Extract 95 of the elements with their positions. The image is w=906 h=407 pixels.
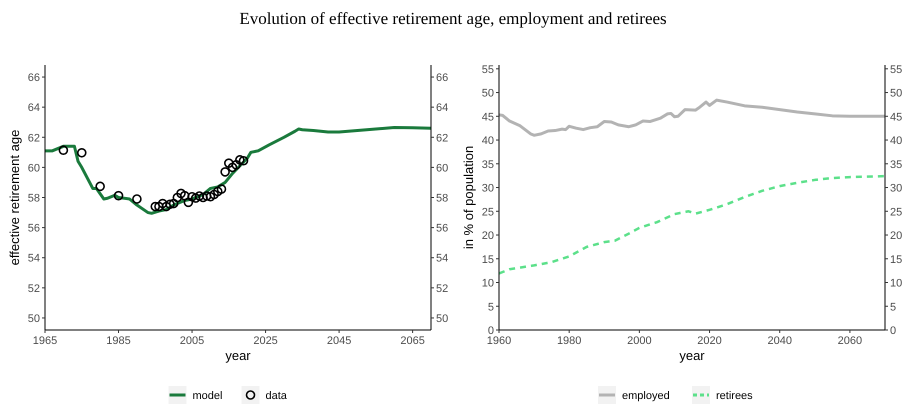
chart-title: Evolution of effective retirement age, employment and retirees <box>239 9 667 28</box>
y2-tick-label: 30 <box>890 182 902 195</box>
point <box>114 190 124 200</box>
y-axis-title: effective retirement age <box>7 130 22 266</box>
point <box>228 162 238 172</box>
x-tick-label: 2025 <box>253 335 278 347</box>
x-tick-label: 2065 <box>400 335 425 347</box>
y2-tick-label: 50 <box>890 88 902 100</box>
point <box>198 192 208 202</box>
y-tick-label: 58 <box>28 192 40 204</box>
y2-tick-label: 5 <box>890 301 896 314</box>
y2-tick-label: 45 <box>890 111 902 124</box>
point <box>162 202 172 212</box>
y-tick-label: 30 <box>482 182 494 195</box>
legend-label: model <box>192 390 222 402</box>
point <box>220 167 230 177</box>
y2-tick-label: 15 <box>890 254 902 266</box>
y2-tick-label: 58 <box>436 192 448 204</box>
point <box>176 188 186 198</box>
y-tick-label: 54 <box>28 252 40 265</box>
legend-label: data <box>266 390 288 402</box>
point <box>165 199 175 210</box>
y2-tick-label: 56 <box>436 222 448 235</box>
y-tick-label: 20 <box>482 230 494 242</box>
x-tick-label: 1965 <box>32 335 58 347</box>
x-tick-label: 2020 <box>697 335 722 347</box>
point <box>132 194 142 204</box>
x-axis-title: year <box>225 348 252 363</box>
point <box>95 182 105 192</box>
point <box>231 160 241 170</box>
x-tick-label: 2060 <box>838 335 862 347</box>
y-tick-label: 60 <box>28 162 40 174</box>
point <box>168 198 178 208</box>
point <box>212 186 223 196</box>
point <box>194 191 204 201</box>
y2-tick-label: 60 <box>436 162 448 174</box>
y-tick-label: 0 <box>488 325 494 337</box>
point <box>76 148 87 158</box>
y-tick-label: 62 <box>28 132 40 144</box>
point <box>206 192 216 202</box>
y-tick-label: 66 <box>28 72 40 84</box>
y2-tick-label: 50 <box>436 312 448 325</box>
y2-tick-label: 40 <box>890 135 902 148</box>
y-axis-title: in % of population <box>461 146 476 250</box>
y-tick-label: 56 <box>28 222 40 235</box>
y-tick-label: 52 <box>28 282 40 295</box>
point <box>180 190 190 200</box>
x-tick-label: 2005 <box>180 335 204 347</box>
point <box>238 156 248 166</box>
y2-tick-label: 66 <box>436 72 448 84</box>
line-series <box>499 98 885 137</box>
y2-tick-label: 25 <box>890 206 902 218</box>
y2-tick-label: 35 <box>890 158 902 171</box>
y2-tick-label: 20 <box>890 230 902 242</box>
x-tick-label: 1985 <box>106 335 131 347</box>
y-tick-label: 50 <box>28 312 40 325</box>
legend-label: employed <box>622 390 670 402</box>
y-tick-label: 15 <box>482 254 494 266</box>
point <box>224 158 234 168</box>
point <box>172 192 182 202</box>
point <box>150 202 160 212</box>
point <box>184 198 194 208</box>
y-tick-label: 35 <box>482 158 494 171</box>
y-tick-label: 50 <box>482 88 494 100</box>
y2-tick-label: 10 <box>890 278 902 290</box>
x-tick-label: 1980 <box>556 335 582 347</box>
y2-tick-label: 54 <box>436 252 448 265</box>
y2-tick-label: 64 <box>436 102 448 114</box>
x-tick-label: 2045 <box>326 335 352 347</box>
legend-label: retirees <box>716 390 754 402</box>
y2-tick-label: 0 <box>890 325 896 337</box>
y-tick-label: 55 <box>482 64 494 76</box>
x-tick-label: 2040 <box>767 335 792 347</box>
y-tick-label: 64 <box>28 102 40 114</box>
y-tick-label: 45 <box>482 111 494 124</box>
x-tick-label: 1960 <box>486 335 512 347</box>
x-axis-title: year <box>679 348 706 363</box>
y-tick-label: 25 <box>482 206 494 218</box>
y2-tick-label: 62 <box>436 132 448 144</box>
y2-tick-label: 52 <box>436 282 448 295</box>
x-tick-label: 2000 <box>627 335 652 347</box>
y-tick-label: 40 <box>482 135 494 148</box>
line-series <box>499 174 885 275</box>
point <box>58 145 68 156</box>
y-tick-label: 10 <box>482 278 494 290</box>
point <box>202 191 212 201</box>
point <box>190 193 201 203</box>
point <box>154 202 164 212</box>
y-tick-label: 5 <box>488 301 494 314</box>
point <box>187 192 197 202</box>
y2-tick-label: 55 <box>890 64 902 76</box>
point <box>209 190 219 200</box>
point <box>235 155 245 165</box>
point <box>158 198 168 208</box>
point <box>216 184 226 194</box>
